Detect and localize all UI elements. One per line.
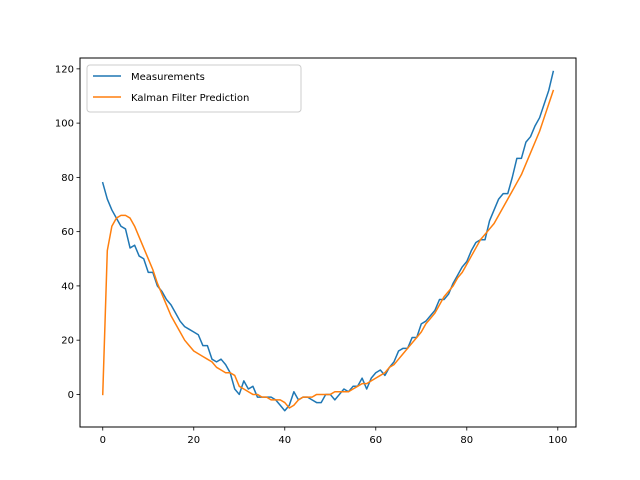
y-tick-label: 60 [61,227,74,238]
x-axis: 0 20 40 60 80 100 [100,427,567,446]
x-tick-label: 60 [369,435,382,446]
y-tick-label: 120 [55,64,74,75]
x-tick-label: 80 [460,435,473,446]
y-tick-label: 80 [61,173,74,184]
axes-frame [79,57,577,428]
y-tick-label: 0 [68,390,74,401]
y-tick-label: 20 [61,336,74,347]
legend-label-measurements: Measurements [131,72,205,83]
series-layer [101,70,555,412]
legend-box [86,64,302,113]
legend: Measurements Kalman Filter Prediction [86,64,302,113]
y-tick-label: 100 [55,119,74,130]
series-line-kalman-filter-prediction [101,89,555,409]
legend-label-kalman-filter-prediction: Kalman Filter Prediction [131,93,249,104]
x-tick-label: 100 [548,435,567,446]
y-tick-label: 40 [61,281,74,292]
x-tick-label: 40 [278,435,291,446]
x-tick-label: 0 [100,435,106,446]
x-tick-label: 20 [187,435,200,446]
y-axis: 0 20 40 60 80 100 120 [55,64,80,401]
